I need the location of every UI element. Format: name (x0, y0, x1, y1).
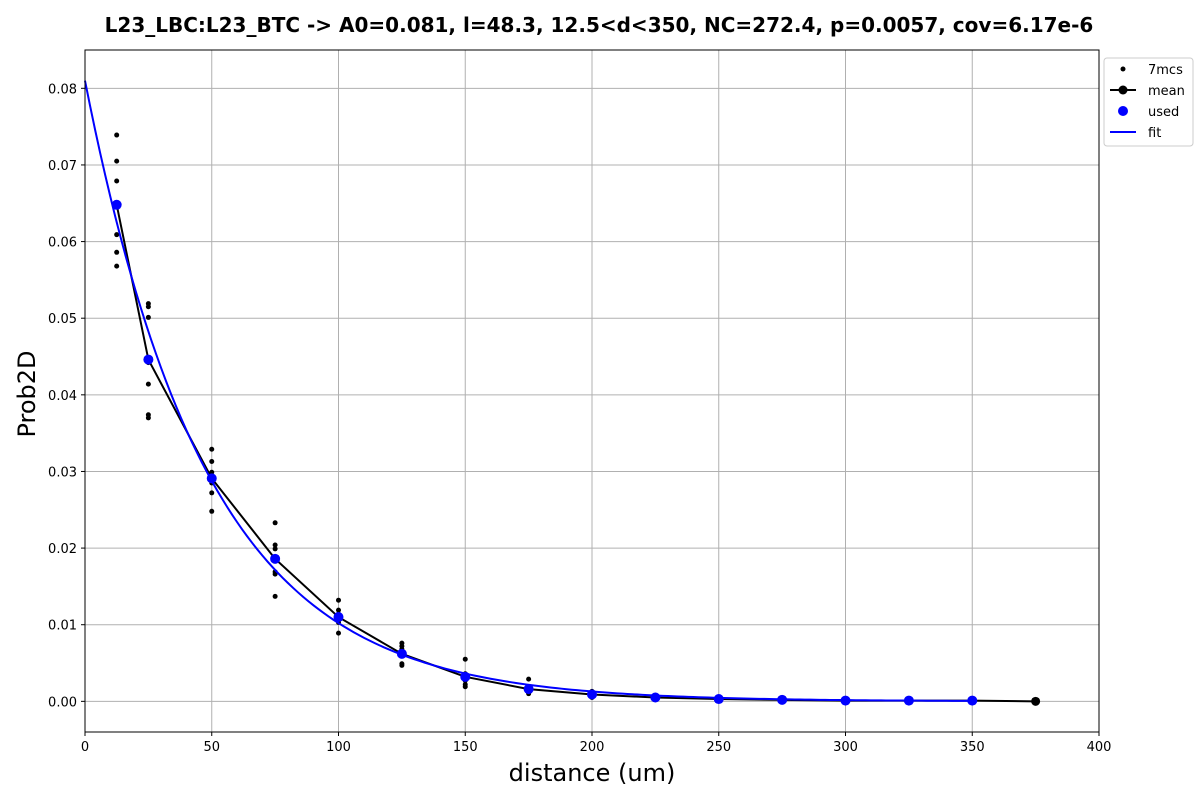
y-tick-label: 0.07 (48, 159, 77, 174)
point-used (840, 695, 851, 706)
legend-marker-used (1118, 106, 1128, 116)
point-7mcs (209, 458, 215, 464)
y-tick-label: 0.05 (48, 312, 77, 327)
point-7mcs (114, 232, 120, 238)
point-7mcs (209, 446, 215, 452)
x-axis: 0 50 100 150 200 250 300 350 400 (81, 732, 1112, 755)
y-tick-label: 0.00 (48, 695, 77, 710)
y-tick-label: 0.03 (48, 465, 77, 480)
grid (84, 50, 1100, 732)
point-used (396, 648, 407, 659)
point-7mcs (114, 132, 120, 138)
mean-line (115, 204, 1036, 703)
point-7mcs (336, 630, 341, 636)
point-used (270, 553, 281, 564)
point-7mcs (462, 684, 468, 690)
legend-label-7mcs: 7mcs (1148, 63, 1183, 78)
point-7mcs (272, 546, 278, 552)
x-tick-label: 50 (203, 740, 220, 755)
x-tick-label: 250 (706, 740, 731, 755)
legend: 7mcs mean used fit (1103, 57, 1194, 147)
y-tick-label: 0.08 (48, 82, 77, 97)
point-used (587, 689, 597, 700)
point-used (460, 671, 471, 682)
point-7mcs (114, 178, 120, 184)
x-tick-label: 400 (1087, 740, 1112, 755)
point-7mcs (272, 520, 278, 526)
point-7mcs (145, 304, 151, 310)
x-tick-label: 300 (833, 740, 858, 755)
point-7mcs (272, 593, 278, 599)
point-7mcs (272, 571, 278, 577)
chart-title: L23_LBC:L23_BTC -> A0=0.081, l=48.3, 12.… (105, 13, 1094, 37)
x-tick-label: 200 (580, 740, 605, 755)
point-7mcs (336, 597, 341, 603)
x-tick-label: 0 (81, 740, 89, 755)
y-axis: 0.00 0.01 0.02 0.03 0.04 0.05 0.06 0.07 0.08 (48, 82, 85, 710)
point-7mcs (145, 415, 151, 421)
legend-label-fit: fit (1148, 126, 1161, 141)
legend-box (1103, 57, 1194, 147)
fit-line (84, 80, 973, 702)
point-7mcs (272, 542, 278, 548)
point-7mcs (145, 314, 151, 320)
point-used (903, 695, 914, 706)
point-7mcs (114, 249, 120, 255)
point-used (777, 694, 788, 705)
point-7mcs (462, 656, 468, 662)
y-tick-label: 0.04 (48, 389, 77, 404)
y-tick-label: 0.02 (48, 542, 77, 557)
point-7mcs (336, 607, 341, 613)
legend-label-used: used (1148, 105, 1179, 120)
point-used (206, 473, 217, 484)
point-used (650, 692, 661, 703)
point-used (111, 199, 122, 210)
point-7mcs (209, 469, 215, 475)
point-used (143, 354, 154, 365)
y-tick-label: 0.01 (48, 619, 77, 634)
point-used (967, 695, 978, 706)
y-axis-label: Prob2D (13, 350, 41, 437)
point-7mcs (145, 381, 151, 387)
legend-marker-mean (1118, 85, 1128, 95)
point-7mcs (399, 662, 405, 668)
point-used (523, 684, 534, 695)
point-mean (1031, 696, 1041, 706)
plot-area (84, 80, 1041, 706)
x-axis-label: distance (um) (509, 759, 676, 787)
point-7mcs (209, 490, 215, 496)
x-tick-label: 150 (453, 740, 478, 755)
y-tick-label: 0.06 (48, 236, 77, 251)
legend-marker-7mcs (1120, 66, 1126, 72)
x-tick-label: 350 (960, 740, 985, 755)
point-7mcs (114, 158, 120, 164)
point-7mcs (526, 676, 532, 682)
point-used (713, 694, 724, 705)
point-used (333, 612, 344, 623)
legend-label-mean: mean (1148, 84, 1185, 99)
point-7mcs (114, 263, 120, 269)
x-tick-label: 100 (326, 740, 351, 755)
point-7mcs (209, 508, 215, 514)
